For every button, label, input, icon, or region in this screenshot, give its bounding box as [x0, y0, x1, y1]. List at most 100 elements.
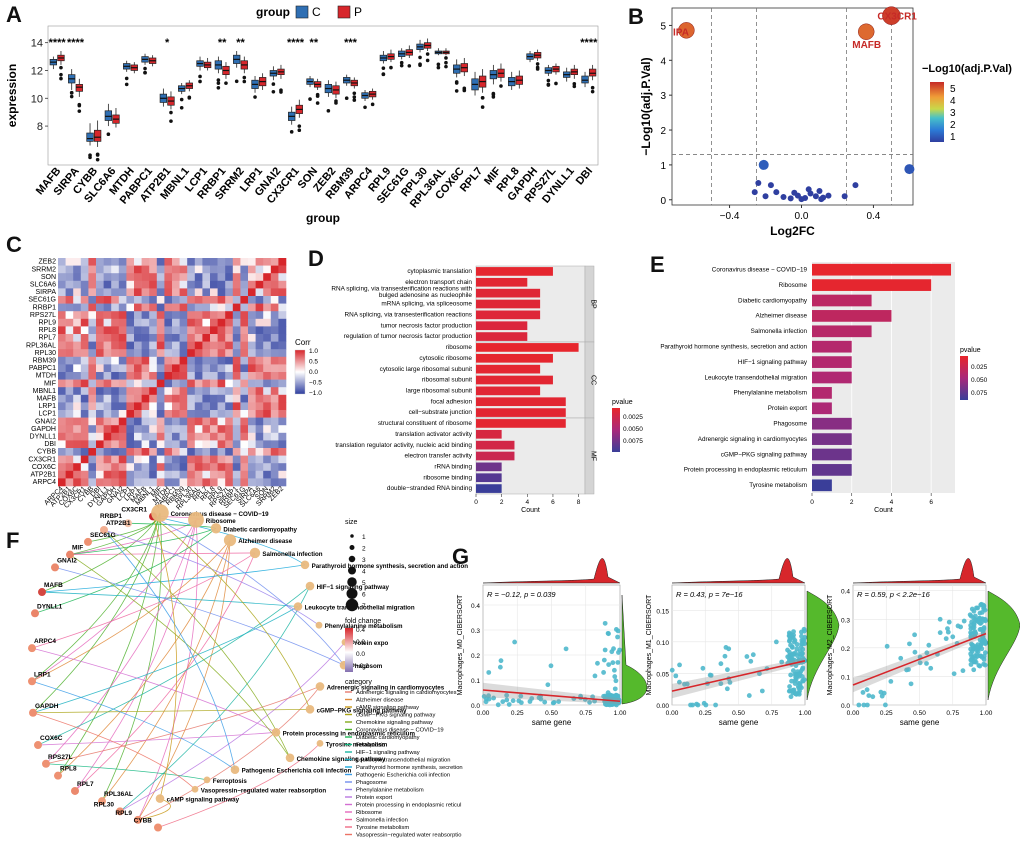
heatmap-cell — [202, 448, 211, 456]
outlier-C — [418, 55, 422, 60]
edge — [101, 512, 162, 802]
heatmap-cell — [73, 394, 82, 403]
heatmap-cell — [58, 478, 66, 487]
regression-line — [852, 632, 987, 686]
heatmap-cell — [217, 273, 226, 282]
heatmap-cell — [210, 417, 218, 426]
row-label: COX6C — [32, 464, 56, 471]
heatmap-cell — [96, 318, 104, 327]
scatter-point — [790, 651, 796, 657]
scatter-point — [703, 702, 709, 708]
heatmap-cell — [96, 455, 104, 464]
row-label: SLC6A6 — [30, 282, 56, 289]
heatmap-cell — [278, 265, 287, 274]
gene-node-arpc4 — [28, 644, 36, 653]
heatmap-cell — [126, 402, 135, 411]
heatmap-cell — [194, 273, 203, 282]
edge — [103, 529, 320, 626]
heatmap-cell — [255, 303, 264, 312]
heatmap-cell — [263, 356, 272, 365]
heatmap-cell — [270, 463, 279, 472]
edge — [152, 516, 178, 799]
heatmap-cell — [217, 265, 226, 274]
heatmap-cell — [134, 326, 142, 335]
heatmap-cell — [73, 311, 82, 320]
heatmap-cell — [270, 402, 279, 411]
y-tick-label: 1 — [660, 161, 666, 172]
scatter-point — [551, 699, 557, 705]
bar — [812, 294, 872, 307]
y-tick-label: 0.0 — [841, 703, 850, 710]
heatmap-cell — [194, 478, 203, 487]
scatter-point — [982, 640, 988, 646]
heatmap-cell — [134, 296, 142, 304]
heatmap-cell — [58, 311, 66, 320]
legend-tick-label: 2 — [950, 120, 956, 131]
category-legend-label: Diabetic cardiomyopathy — [356, 735, 420, 741]
scatter-point — [727, 679, 733, 685]
heatmap-cell — [202, 478, 211, 487]
scatter-point — [722, 653, 728, 659]
panel-c-heatmap: ZEB2SRRM2SONSLC6A6SIRPASEC61GRRBP1RPS27L… — [26, 258, 322, 512]
heatmap-cell — [103, 470, 112, 479]
edge — [32, 708, 311, 714]
heatmap-cell — [58, 356, 66, 365]
box-P — [588, 68, 597, 77]
heatmap-cell — [149, 280, 158, 289]
outlier-P — [425, 52, 430, 56]
heatmap-cell — [58, 349, 66, 358]
heatmap-cell — [232, 455, 241, 464]
heatmap-cell — [172, 372, 180, 380]
category-legend-label: HIF−1 signaling pathway — [356, 750, 420, 756]
heatmap-cell — [210, 280, 218, 289]
heatmap-cell — [96, 311, 104, 320]
scatter-point — [904, 667, 909, 673]
heatmap-cell — [88, 379, 97, 388]
significance-label: **** — [49, 37, 67, 49]
outlier-P — [279, 90, 283, 94]
heatmap-cell — [96, 387, 104, 396]
heatmap-cell — [88, 387, 97, 396]
heatmap-cell — [248, 478, 256, 487]
outlier-C — [491, 91, 496, 96]
significance-label: ** — [218, 37, 227, 49]
heatmap-cell — [248, 394, 256, 403]
heatmap-cell — [126, 425, 135, 434]
gene-label-cybb: CYBB — [134, 818, 153, 825]
heatmap-cell — [96, 258, 104, 266]
scatter-point — [724, 686, 730, 692]
heatmap-cell — [149, 341, 158, 350]
heatmap-cell — [217, 280, 226, 289]
heatmap-cell — [111, 303, 120, 312]
point-label-mafb: MAFB — [852, 40, 881, 51]
row-label: LCP1 — [38, 411, 56, 418]
edge — [119, 641, 346, 812]
bar-label: focal adhesion — [431, 398, 473, 405]
heatmap-cell — [248, 341, 256, 350]
scatter-point — [879, 693, 885, 699]
heatmap-cell — [103, 265, 112, 274]
heatmap-cell — [187, 280, 196, 289]
heatmap-cell — [141, 341, 150, 350]
x-tick-label: 0.75 — [765, 710, 778, 717]
heatmap-cell — [134, 432, 142, 441]
heatmap-cell — [263, 448, 272, 456]
heatmap-cell — [156, 334, 165, 342]
heatmap-cell — [126, 455, 135, 464]
bar-label: translation activator activity — [395, 431, 473, 438]
heatmap-cell — [278, 455, 287, 464]
heatmap-cell — [96, 394, 104, 403]
y-tick-label: 0 — [660, 196, 666, 207]
size-legend-dot — [348, 566, 356, 575]
panel-letter-a: A — [6, 2, 22, 27]
heatmap-cell — [141, 379, 150, 388]
legend-tick-label: 5 — [950, 84, 956, 95]
heatmap-cell — [141, 470, 150, 479]
heatmap-cell — [88, 410, 97, 418]
heatmap-cell — [65, 394, 74, 403]
outlier-P — [407, 64, 412, 68]
heatmap-cell — [141, 387, 150, 396]
heatmap-cell — [172, 425, 180, 434]
heatmap-cell — [103, 288, 112, 297]
heatmap-cell — [141, 455, 150, 464]
